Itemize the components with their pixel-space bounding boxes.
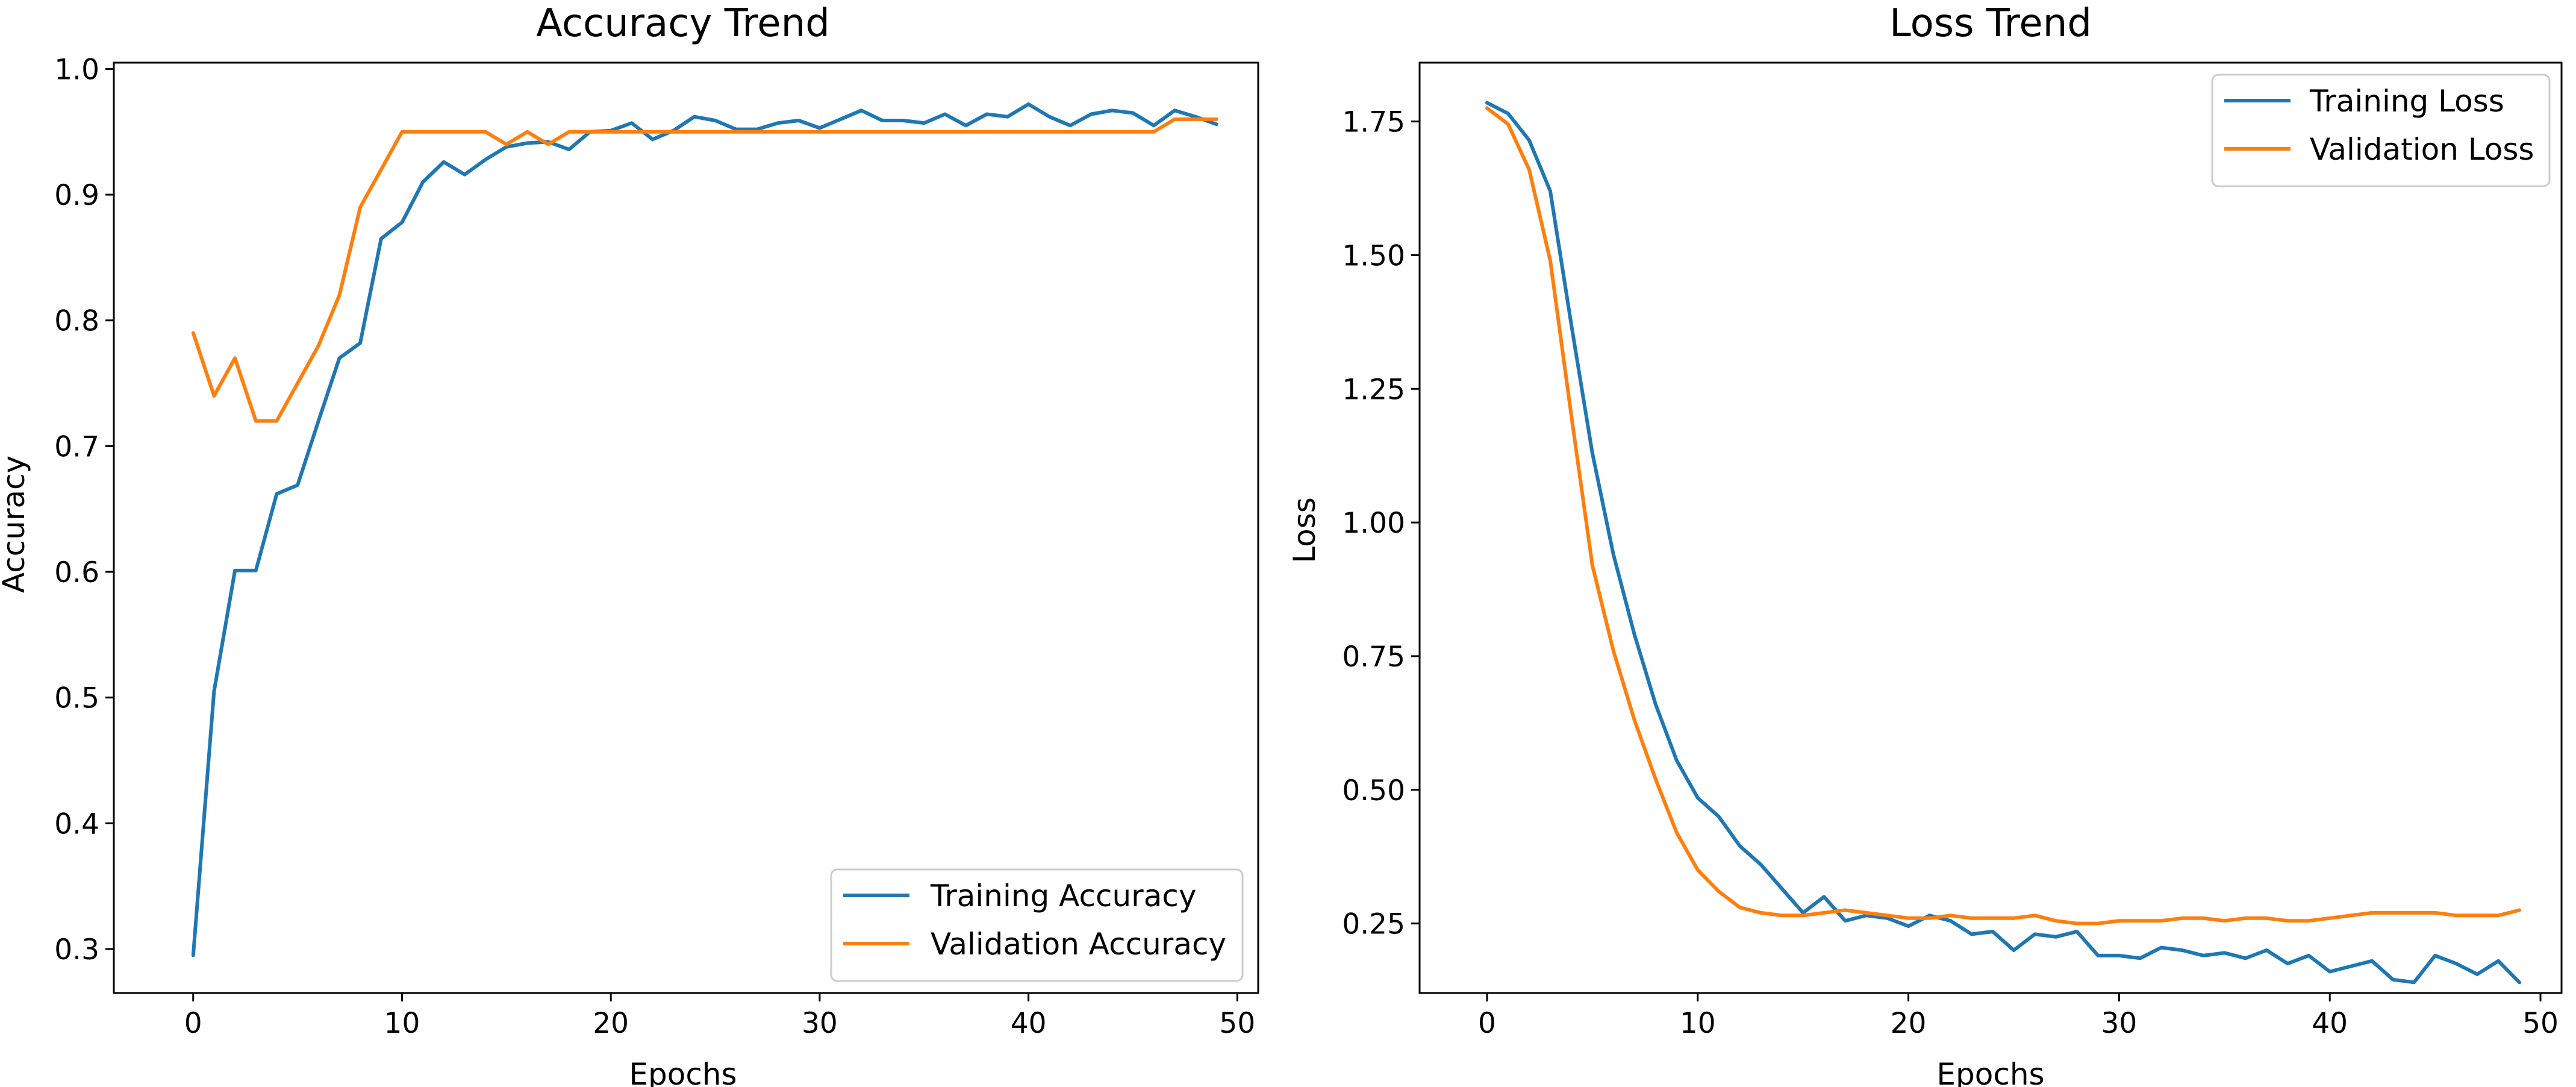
loss-legend-box bbox=[2211, 74, 2551, 187]
loss-x-tick-label: 40 bbox=[2312, 1007, 2348, 1040]
loss-y-tick-label: 0.25 bbox=[1342, 908, 1405, 941]
accuracy-plot-frame bbox=[113, 61, 1259, 994]
loss-axis-ticks: 0 10 20 30 40 50 0.25 0.50 0.75 1.00 1.25 1.50 1.75 bbox=[1342, 106, 2559, 1040]
loss-y-tick-label: 1.50 bbox=[1342, 239, 1405, 272]
loss-series-training-line bbox=[1485, 101, 2521, 985]
loss-x-tick-label: 10 bbox=[1680, 1007, 1716, 1040]
accuracy-series-training-line bbox=[191, 102, 1218, 957]
accuracy-y-tick-label: 0.7 bbox=[54, 430, 99, 463]
loss-legend: Training Loss Validation Loss bbox=[2211, 74, 2551, 187]
legend-validation-accuracy-label: Validation Accuracy bbox=[931, 927, 1226, 962]
accuracy-chart: Accuracy Trend Epochs Accuracy 0 10 20 30 40… bbox=[0, 1, 1259, 1087]
accuracy-legend: Training Accuracy Validation Accuracy bbox=[830, 868, 1244, 982]
accuracy-legend-box bbox=[830, 868, 1244, 982]
loss-y-tick-label: 0.75 bbox=[1342, 641, 1405, 674]
accuracy-series-group bbox=[191, 102, 1218, 957]
loss-y-axis-label: Loss bbox=[1287, 497, 1322, 563]
loss-y-tick-label: 1.00 bbox=[1342, 507, 1405, 540]
accuracy-chart-title: Accuracy Trend bbox=[536, 1, 830, 46]
accuracy-x-tick-label: 50 bbox=[1219, 1007, 1255, 1040]
loss-y-tick-label: 1.25 bbox=[1342, 373, 1405, 406]
loss-series-group bbox=[1485, 101, 2521, 985]
loss-chart: Loss Trend Epochs Loss 0 10 20 30 40 50 0.25 0.… bbox=[1287, 1, 2563, 1087]
loss-y-tick-label: 0.50 bbox=[1342, 774, 1405, 807]
accuracy-y-tick-label: 0.3 bbox=[54, 933, 99, 966]
accuracy-y-tick-label: 0.8 bbox=[54, 305, 99, 338]
accuracy-x-tick-label: 30 bbox=[802, 1007, 838, 1040]
legend-validation-loss-label: Validation Loss bbox=[2310, 132, 2534, 167]
accuracy-y-tick-label: 0.4 bbox=[54, 807, 99, 841]
accuracy-x-tick-label: 40 bbox=[1011, 1007, 1047, 1040]
loss-chart-title: Loss Trend bbox=[1889, 1, 2092, 46]
loss-x-tick-label: 30 bbox=[2101, 1007, 2137, 1040]
loss-x-tick-label: 20 bbox=[1891, 1007, 1927, 1040]
loss-x-axis-label: Epochs bbox=[1936, 1057, 2044, 1087]
accuracy-x-tick-label: 10 bbox=[384, 1007, 420, 1040]
accuracy-y-tick-label: 1.0 bbox=[54, 53, 99, 86]
loss-series-validation-line bbox=[1485, 106, 2521, 926]
legend-training-loss-label: Training Loss bbox=[2309, 84, 2504, 119]
loss-x-tick-label: 0 bbox=[1478, 1007, 1496, 1040]
loss-plot-frame bbox=[1418, 61, 2563, 994]
loss-y-tick-label: 1.75 bbox=[1342, 106, 1405, 139]
accuracy-series-validation-line bbox=[191, 117, 1218, 423]
accuracy-x-tick-label: 0 bbox=[184, 1007, 202, 1040]
accuracy-y-tick-label: 0.6 bbox=[54, 556, 99, 589]
accuracy-x-tick-label: 20 bbox=[593, 1007, 629, 1040]
accuracy-y-axis-label: Accuracy bbox=[0, 456, 31, 593]
accuracy-y-tick-label: 0.9 bbox=[54, 179, 99, 212]
accuracy-x-axis-label: Epochs bbox=[629, 1057, 737, 1087]
legend-training-accuracy-label: Training Accuracy bbox=[930, 879, 1196, 913]
accuracy-axis-ticks: 0 10 20 30 40 50 0.3 0.4 0.5 0.6 0.7 0.8 0.9 1.0 bbox=[54, 53, 1255, 1040]
loss-x-tick-label: 50 bbox=[2522, 1007, 2559, 1040]
accuracy-y-tick-label: 0.5 bbox=[54, 682, 99, 715]
